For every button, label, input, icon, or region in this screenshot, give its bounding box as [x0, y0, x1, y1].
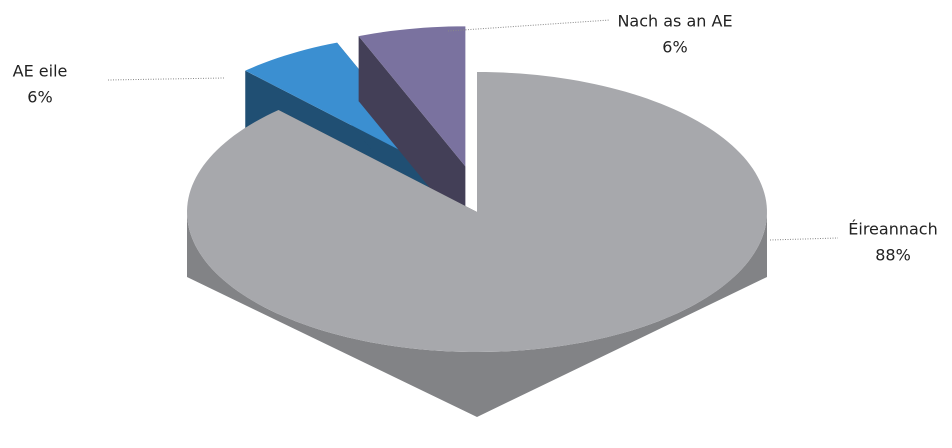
slice-value-label: 6% [27, 88, 52, 107]
leader-line [769, 237, 839, 241]
slice-label: Nach as an AE [617, 12, 732, 31]
slice-label: AE eile [13, 62, 68, 81]
slice-wall [187, 212, 767, 417]
slice-top [358, 26, 466, 167]
slice-top [187, 72, 767, 352]
slice-value-label: 88% [875, 246, 911, 265]
slice-label: Éireannach [848, 220, 937, 239]
slice-side [358, 36, 466, 232]
slice [187, 72, 767, 417]
slice [358, 26, 466, 232]
leader-line [107, 77, 225, 81]
slice-value-label: 6% [662, 38, 687, 57]
leader-line [447, 19, 611, 32]
